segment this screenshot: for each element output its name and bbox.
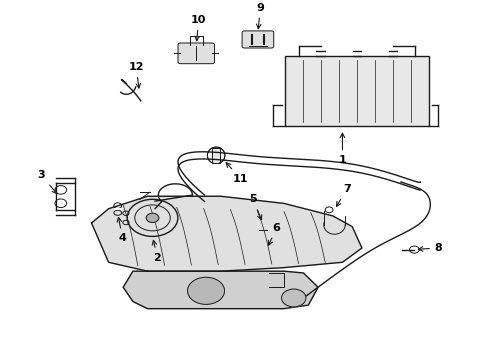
Text: 3: 3 [38,170,57,193]
Polygon shape [92,196,362,271]
Text: 4: 4 [117,217,126,243]
FancyBboxPatch shape [255,245,279,253]
Circle shape [146,213,159,222]
Circle shape [282,289,306,307]
Text: 5: 5 [249,194,262,220]
FancyBboxPatch shape [178,43,215,64]
Text: 11: 11 [226,163,248,184]
Text: 8: 8 [418,243,442,253]
Text: 10: 10 [191,15,206,41]
FancyBboxPatch shape [242,31,274,48]
FancyBboxPatch shape [255,252,279,260]
Text: 9: 9 [256,3,264,29]
Bar [285,56,429,126]
Bar [120,207,135,229]
Polygon shape [123,271,318,309]
Bar [212,148,220,163]
Text: 6: 6 [269,223,281,245]
Text: 2: 2 [152,240,161,263]
Circle shape [188,277,224,304]
Text: 1: 1 [339,133,346,165]
Text: 7: 7 [337,184,350,206]
Text: 12: 12 [128,62,144,88]
FancyBboxPatch shape [253,222,273,237]
